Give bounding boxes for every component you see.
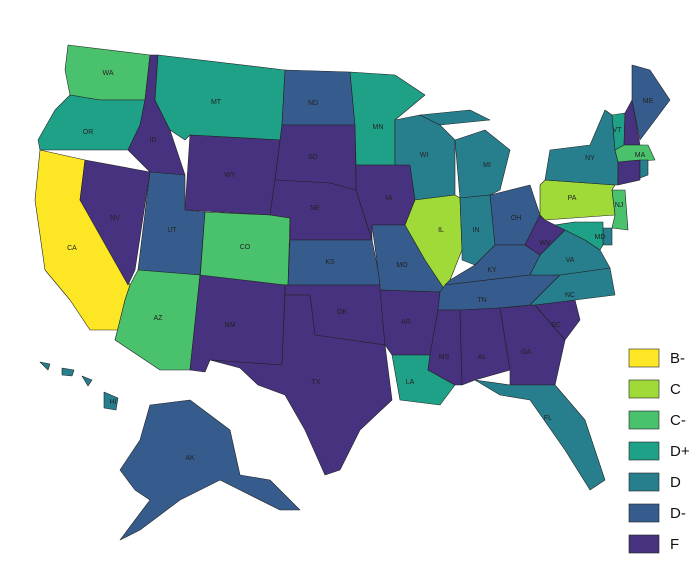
state-label: SD xyxy=(308,154,318,161)
state-label: FL xyxy=(544,415,552,422)
state-label: WA xyxy=(102,70,113,77)
state xyxy=(617,159,641,186)
state-label: NV xyxy=(110,215,120,222)
state-label: IL xyxy=(438,227,444,234)
state-label: CO xyxy=(240,244,251,251)
legend-swatch xyxy=(628,534,660,554)
state-label: LA xyxy=(406,379,415,386)
state xyxy=(554,221,604,251)
state-label: MI xyxy=(483,162,491,169)
state-label: OH xyxy=(511,215,522,222)
state-label: ID xyxy=(150,137,157,144)
legend-label: F xyxy=(670,536,679,553)
state xyxy=(281,69,356,126)
state-label: HI xyxy=(110,399,117,406)
state xyxy=(611,189,629,231)
legend-swatch xyxy=(628,410,660,430)
state-label: PA xyxy=(568,195,577,202)
state-label: OK xyxy=(337,309,347,316)
state xyxy=(614,144,656,163)
state-labels: WA OR CA NV ID MT WY UT CO AZ NM ND SD NE KS OK TX MN IA MO… xyxy=(67,70,653,462)
state xyxy=(474,379,606,491)
state-label: KS xyxy=(325,259,335,266)
state xyxy=(539,179,616,221)
legend-label: C- xyxy=(670,412,686,429)
legend-label: D- xyxy=(670,505,686,522)
state-label: AZ xyxy=(154,315,164,322)
legend-label: D xyxy=(670,474,681,491)
state-label: NJ xyxy=(615,202,624,209)
state-label: NM xyxy=(225,322,236,329)
state xyxy=(631,64,671,141)
state-label: CA xyxy=(67,245,77,252)
state-label: UT xyxy=(167,227,177,234)
state-label: MD xyxy=(595,234,606,241)
state xyxy=(459,307,511,386)
state-label: MO xyxy=(396,262,408,269)
state-label: WV xyxy=(539,240,551,247)
legend-swatch xyxy=(628,348,660,368)
state-label: AR xyxy=(401,319,411,326)
state xyxy=(544,109,619,186)
legend-swatch xyxy=(628,472,660,492)
state xyxy=(199,211,291,286)
legend-swatch xyxy=(628,503,660,523)
state xyxy=(119,399,301,541)
state-label: WI xyxy=(420,152,429,159)
state xyxy=(209,294,393,476)
state-label: MS xyxy=(439,354,450,361)
state-label: GA xyxy=(521,349,531,356)
state-label: NC xyxy=(565,292,575,299)
state xyxy=(189,274,286,373)
legend-label: D+ xyxy=(670,443,690,460)
legend-swatch xyxy=(628,441,660,461)
state-label: VA xyxy=(566,257,575,264)
state-label: MA xyxy=(635,152,646,159)
state-label: TN xyxy=(477,297,486,304)
state xyxy=(37,94,146,151)
state-label: KY xyxy=(487,267,497,274)
state-label: ME xyxy=(643,98,654,105)
state xyxy=(639,159,649,179)
state-label: IA xyxy=(386,195,393,202)
state-label: NE xyxy=(310,205,320,212)
state xyxy=(39,361,119,411)
state-label: SC xyxy=(551,322,561,329)
state-label: IN xyxy=(473,227,480,234)
state xyxy=(79,159,151,286)
state-label: WY xyxy=(224,172,236,179)
state-label: VT xyxy=(613,127,623,134)
state-label: OR xyxy=(83,129,94,136)
states xyxy=(34,44,671,541)
state-label: ND xyxy=(308,100,318,107)
legend: B- C C- D+ D D- F xyxy=(628,348,690,554)
legend-label: C xyxy=(670,381,681,398)
state-label: AK xyxy=(185,455,195,462)
state-label: MN xyxy=(373,124,384,131)
state-label: NY xyxy=(585,155,595,162)
legend-label: B- xyxy=(670,350,685,367)
state-label: MT xyxy=(211,99,222,106)
state-label: AL xyxy=(478,354,487,361)
legend-swatch xyxy=(628,379,660,399)
state xyxy=(154,54,286,141)
state-label: TX xyxy=(312,379,321,386)
